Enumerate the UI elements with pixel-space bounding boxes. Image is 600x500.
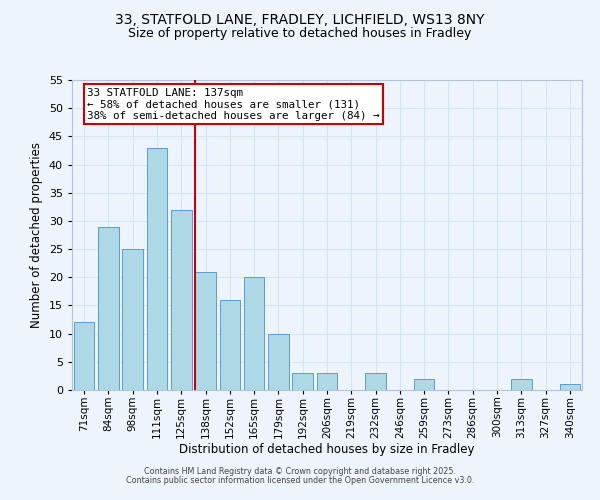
Y-axis label: Number of detached properties: Number of detached properties <box>30 142 43 328</box>
Text: Contains HM Land Registry data © Crown copyright and database right 2025.: Contains HM Land Registry data © Crown c… <box>144 467 456 476</box>
X-axis label: Distribution of detached houses by size in Fradley: Distribution of detached houses by size … <box>179 443 475 456</box>
Text: Size of property relative to detached houses in Fradley: Size of property relative to detached ho… <box>128 28 472 40</box>
Text: 33 STATFOLD LANE: 137sqm
← 58% of detached houses are smaller (131)
38% of semi-: 33 STATFOLD LANE: 137sqm ← 58% of detach… <box>88 88 380 121</box>
Text: Contains public sector information licensed under the Open Government Licence v3: Contains public sector information licen… <box>126 476 474 485</box>
Bar <box>244 278 265 390</box>
Bar <box>365 373 386 390</box>
Bar <box>171 210 191 390</box>
Bar <box>122 249 143 390</box>
Bar <box>268 334 289 390</box>
Text: 33, STATFOLD LANE, FRADLEY, LICHFIELD, WS13 8NY: 33, STATFOLD LANE, FRADLEY, LICHFIELD, W… <box>115 12 485 26</box>
Bar <box>560 384 580 390</box>
Bar <box>414 378 434 390</box>
Bar <box>511 378 532 390</box>
Bar <box>195 272 216 390</box>
Bar <box>98 226 119 390</box>
Bar <box>292 373 313 390</box>
Bar <box>317 373 337 390</box>
Bar <box>74 322 94 390</box>
Bar <box>146 148 167 390</box>
Bar <box>220 300 240 390</box>
